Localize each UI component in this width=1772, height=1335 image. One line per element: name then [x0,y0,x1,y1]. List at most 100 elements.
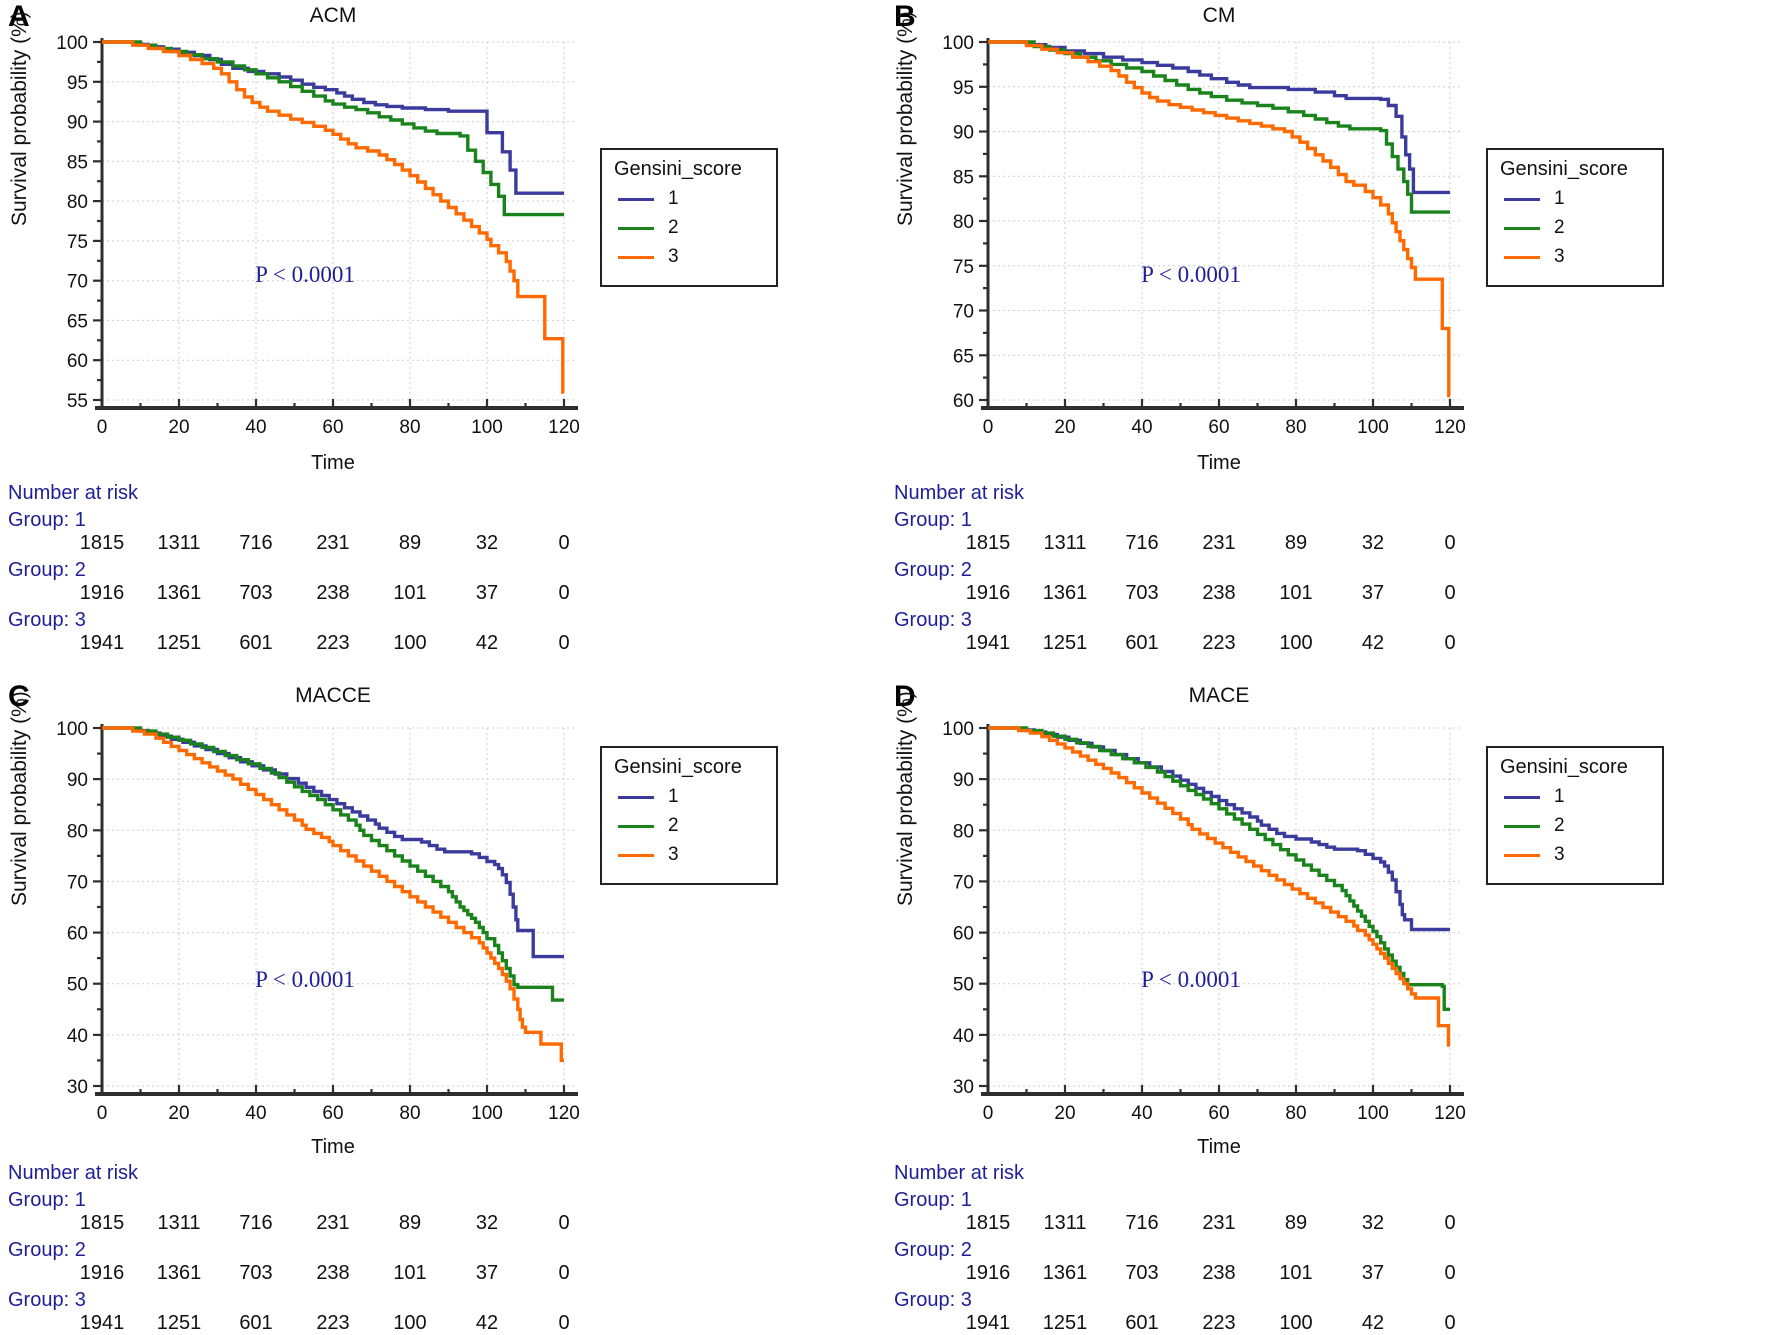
risk-value: 89 [398,532,422,554]
risk-value: 0 [558,632,570,654]
panel-letter: A [8,0,30,33]
x-tick-label: 0 [983,1103,994,1124]
panel-mace: D MACE Survival probability (%) 0 20 40 60 8… [886,680,1772,1335]
legend-box: Gensini_score 1 2 3 [1486,746,1664,885]
legend-title: Gensini_score [1500,756,1628,778]
risk-value: 0 [558,1262,570,1284]
panel-macce: C MACCE Survival probability (%) 0 20 40 60… [0,680,886,1335]
risk-value: 32 [475,532,499,554]
risk-value: 716 [239,532,273,554]
risk-value: 1311 [1043,532,1087,554]
legend-box: Gensini_score 1 2 3 [600,746,778,885]
risk-value: 32 [475,1212,499,1234]
km-plot-macce: 0 20 40 60 80 100 120 30 40 50 60 70 80 90 100 [52,716,597,1133]
x-tick-label: 60 [322,1103,343,1124]
legend-box: Gensini_score 1 2 3 [600,148,778,287]
legend-host: Gensini_score 1 2 3 [600,148,778,287]
risk-value: 601 [239,632,273,654]
legend-label: 2 [668,217,679,238]
risk-value: 231 [316,1212,350,1234]
legend-line-swatch [618,824,654,828]
x-tick-label: 100 [1357,417,1389,438]
risk-value: 1361 [156,1262,202,1284]
legend-line-swatch [618,255,654,259]
legend-host: Gensini_score 1 2 3 [600,746,778,885]
legend-host: Gensini_score 1 2 3 [1486,148,1664,287]
y-tick-label: 100 [56,33,88,54]
risk-value: 1916 [79,1262,125,1284]
x-tick-label: 120 [1434,417,1466,438]
legend-item-3: 3 [614,844,762,866]
risk-value: 238 [1202,1262,1236,1284]
legend-label: 3 [668,844,679,865]
legend-line-swatch [1504,226,1540,230]
risk-table-header: Number at risk [894,1162,1025,1184]
p-value-annotation: P < 0.0001 [255,967,355,992]
risk-group-label-1: Group: 1 [8,1189,86,1211]
legend-line-swatch [1504,255,1540,259]
risk-value: 238 [316,1262,350,1284]
legend-line-swatch [618,795,654,799]
y-tick-label: 70 [953,872,974,893]
risk-value: 100 [1279,1312,1313,1334]
panel-title: CM [1202,4,1236,27]
x-tick-label: 80 [1285,1103,1306,1124]
risk-value: 101 [393,582,427,604]
y-tick-label: 65 [953,346,974,367]
y-tick-label: 90 [953,123,974,144]
risk-value: 37 [475,1262,499,1284]
risk-table-header: Number at risk [894,482,1025,504]
risk-value: 1941 [965,1312,1011,1334]
y-tick-label: 40 [953,1026,974,1047]
x-tick-label: 100 [471,417,503,438]
y-tick-label: 80 [67,821,88,842]
risk-value: 89 [398,1212,422,1234]
risk-value: 0 [558,532,570,554]
risk-value: 1815 [965,532,1011,554]
risk-value: 238 [316,582,350,604]
legend-item-3: 3 [1500,246,1648,268]
risk-value: 223 [316,632,350,654]
panel-title: MACE [1188,684,1250,707]
x-axis-label: Time [1197,452,1241,474]
y-tick-label: 80 [953,821,974,842]
x-tick-label: 120 [548,417,580,438]
risk-value: 716 [1125,1212,1159,1234]
risk-value: 0 [1444,1312,1456,1334]
risk-value: 1251 [156,632,202,654]
x-tick-label: 120 [1434,1103,1466,1124]
risk-group-label-3: Group: 3 [894,609,972,631]
risk-value: 703 [1125,582,1159,604]
x-tick-label: 20 [1054,417,1075,438]
y-tick-label: 50 [953,975,974,996]
risk-value: 703 [239,1262,273,1284]
panel-acm: A ACM Survival probability (%) 0 20 40 60 80… [0,0,886,680]
risk-value: 101 [1279,582,1313,604]
risk-value: 601 [1125,632,1159,654]
km-curve-group-3 [988,40,1451,398]
y-tick-label: 100 [942,33,974,54]
risk-value: 100 [393,1312,427,1334]
y-tick-label: 75 [953,257,974,278]
legend-box: Gensini_score 1 2 3 [1486,148,1664,287]
risk-group-label-2: Group: 2 [8,1239,86,1261]
km-curve-group-3 [988,726,1451,1047]
risk-value: 1916 [965,582,1011,604]
risk-value: 1311 [1043,1212,1087,1234]
risk-value: 0 [558,1212,570,1234]
panel-letter: C [8,680,30,713]
km-curve-group-3 [102,726,564,1063]
km-plot-svg: 0 20 40 60 80 100 120 55 60 65 70 75 80 85 90 95 100 [56,33,580,438]
risk-value: 1815 [79,1212,125,1234]
y-tick-label: 85 [67,152,88,173]
legend-item-3: 3 [614,246,762,268]
panel-title: MACCE [295,684,371,707]
legend-line-swatch [1504,824,1540,828]
risk-value: 1251 [156,1312,202,1334]
km-plot-svg: 0 20 40 60 80 100 120 30 40 50 60 70 80 90 100 [56,719,580,1124]
y-tick-label: 75 [67,232,88,253]
y-tick-label: 60 [67,351,88,372]
y-tick-label: 60 [67,924,88,945]
risk-value: 1916 [965,1262,1011,1284]
y-tick-label: 80 [953,212,974,233]
